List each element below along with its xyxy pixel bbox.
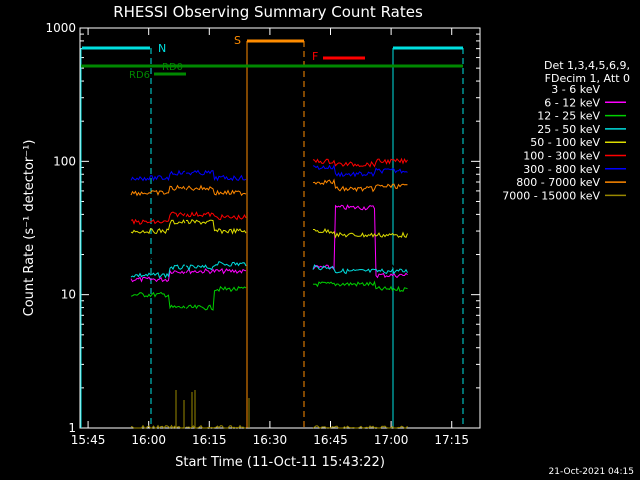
legend-entry-label: 7000 - 15000 keV — [502, 189, 600, 202]
legend-header: Det 1,3,4,5,6,9, — [544, 59, 630, 72]
series-line — [185, 218, 247, 235]
x-tick-label: 15:45 — [71, 433, 106, 447]
axis-ticks: 15:45 16:00 16:15 16:30 16:45 17:00 17:15 1 10 10… — [45, 21, 480, 447]
timestamp: 21-Oct-2021 04:15 — [549, 467, 634, 477]
series-line — [185, 424, 246, 429]
legend-entry-label: 50 - 100 keV — [530, 136, 600, 149]
series-line — [130, 249, 186, 264]
series-line — [185, 260, 247, 272]
legend-entry-label: 12 - 25 keV — [537, 110, 600, 123]
x-tick-label: 16:15 — [192, 433, 227, 447]
x-tick-label: 17:00 — [374, 433, 409, 447]
series-traces — [130, 157, 408, 429]
y-axis-label: Count Rate (s⁻¹ detector⁻¹) — [22, 140, 37, 317]
x-axis-label: Start Time (11-Oct-11 15:43:22) — [175, 455, 385, 470]
x-tick-label: 17:15 — [434, 433, 469, 447]
series-line — [312, 264, 408, 275]
chart-title: RHESSI Observing Summary Count Rates — [113, 3, 423, 21]
series-line — [130, 184, 186, 197]
series-line — [313, 227, 408, 239]
series-line — [185, 285, 247, 311]
plot-frame — [79, 27, 481, 429]
series-line — [185, 268, 247, 275]
series-line — [130, 219, 186, 235]
rd6-label: RD6 — [129, 70, 150, 81]
series-line — [312, 178, 408, 193]
series-line — [312, 157, 408, 168]
legend: Det 1,3,4,5,6,9,FDecim 1, Att 03 - 6 keV… — [502, 59, 630, 202]
rd0-label: RD0 — [162, 62, 183, 73]
series-line — [130, 211, 186, 226]
saa-flag-label: S — [234, 34, 241, 47]
series-line — [130, 264, 185, 279]
y-tick-label: 10 — [61, 288, 76, 302]
flare-flag-label: F — [312, 50, 318, 63]
y-tick-label: 100 — [53, 154, 76, 168]
legend-entry-label: 100 - 300 keV — [523, 150, 600, 163]
series-line — [185, 248, 247, 258]
legend-entry-label: 300 - 800 keV — [523, 163, 600, 176]
series-line — [130, 169, 186, 182]
x-tick-label: 16:30 — [253, 433, 288, 447]
status-flags: N S F RD0 RD6 — [80, 34, 464, 428]
legend-entry-label: 6 - 12 keV — [544, 96, 600, 109]
series-line — [130, 291, 186, 310]
series-line — [312, 204, 408, 279]
series-line — [312, 425, 408, 429]
series-line — [185, 211, 247, 221]
legend-entry-label: 3 - 6 keV — [551, 83, 600, 96]
x-tick-label: 16:00 — [131, 433, 166, 447]
series-line — [185, 169, 247, 182]
legend-entry-label: 25 - 50 keV — [537, 123, 600, 136]
x-tick-label: 16:45 — [313, 433, 348, 447]
night-flag-label: N — [158, 42, 166, 55]
y-tick-label: 1000 — [45, 21, 76, 35]
series-line — [312, 280, 408, 293]
series-line — [185, 184, 247, 197]
series-line — [312, 231, 408, 270]
series-line — [312, 164, 408, 178]
legend-entry-label: 800 - 7000 keV — [516, 176, 600, 189]
legend-header: FDecim 1, Att 0 — [545, 72, 630, 85]
series-line — [130, 269, 186, 283]
y-tick-label: 1 — [68, 421, 76, 435]
